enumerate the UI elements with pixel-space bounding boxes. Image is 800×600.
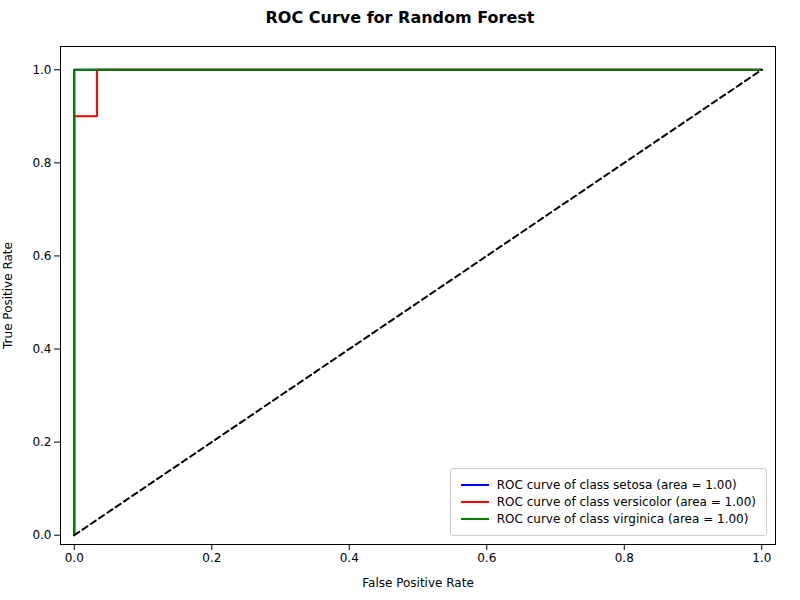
html-text:ROC curve of class setosa (are: ROC curve of class setosa (area = 1.00) [496, 478, 737, 492]
svg-text:1.0: 1.0 [752, 551, 771, 565]
svg-text:0.8: 0.8 [32, 156, 51, 170]
svg-text:0.4: 0.4 [340, 551, 359, 565]
svg-text:0.2: 0.2 [202, 551, 221, 565]
svg-text:1.0: 1.0 [32, 63, 51, 77]
svg-text:False Positive Rate: False Positive Rate [362, 576, 474, 590]
svg-text:0.8: 0.8 [615, 551, 634, 565]
html-text:ROC curve of class virginica (: ROC curve of class virginica (area = 1.0… [496, 512, 749, 526]
svg-text:0.6: 0.6 [32, 249, 51, 263]
svg-text:0.0: 0.0 [32, 528, 51, 542]
html-text:ROC Curve for Random Forest: ROC Curve for Random Forest [265, 8, 535, 27]
svg-text:0.0: 0.0 [65, 551, 84, 565]
svg-text:0.6: 0.6 [477, 551, 496, 565]
html-text:ROC curve of class versicolor: ROC curve of class versicolor (area = 1.… [496, 495, 756, 509]
svg-text:0.2: 0.2 [32, 435, 51, 449]
svg-text:True Positive Rate: True Positive Rate [1, 242, 15, 350]
svg-text:0.4: 0.4 [32, 342, 51, 356]
